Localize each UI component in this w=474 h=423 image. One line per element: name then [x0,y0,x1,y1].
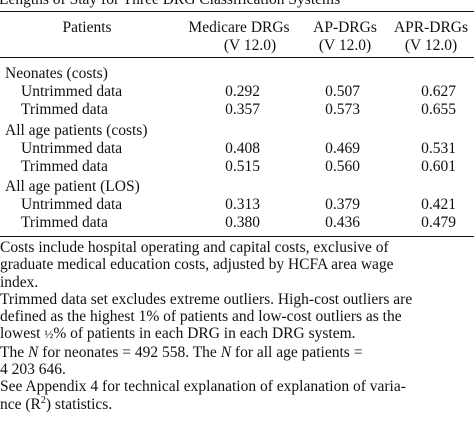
footnote-line: graduate medical education costs, adjust… [0,256,394,274]
header-col-medicare: Medicare DRGs [188,19,290,36]
superscript: 2 [40,394,46,406]
cell-value: 0.507 [325,83,360,100]
cell-value: 0.313 [225,196,260,213]
header-rule [0,57,474,58]
footnote-line: defined as the highest 1% of patients an… [0,308,402,326]
header-col-medicare-version: (V 12.0) [223,37,277,54]
footnote-costs: Costs include hospital operating and cap… [0,239,474,291]
footnote-text: The [0,343,28,361]
footnote-line: index. [0,273,39,291]
n-symbol: N [27,343,39,361]
row-label: Trimmed data [21,101,108,118]
cell-value: 0.655 [421,101,456,118]
cell-value: 0.601 [421,158,456,175]
cell-value: 0.469 [325,140,360,157]
footnote-line: Trimmed data set excludes extreme outlie… [0,290,413,308]
cell-value: 0.380 [225,214,260,231]
cell-value: 0.479 [421,214,456,231]
row-label: Untrimmed data [21,140,123,157]
footnote-text: for all age patients = [231,343,363,361]
header-col-ap: AP-DRGs [313,19,377,36]
footnote-line: lowest ½% of patients in each DRG in eac… [0,325,474,343]
row-label: Untrimmed data [21,83,123,100]
cell-value: 0.573 [325,101,360,118]
footnote-text: lowest [0,325,45,343]
cell-value: 0.408 [225,140,260,157]
top-rule [0,11,474,12]
footnote-line: See Appendix 4 for technical explanation… [0,378,406,396]
cell-value: 0.421 [421,196,456,213]
row-label: Untrimmed data [21,196,123,213]
row-label: Trimmed data [21,214,108,231]
header-patients: Patients [62,19,112,36]
footnote-line: 4 203 646. [0,361,66,379]
cell-value: 0.379 [325,196,360,213]
header-col-ap-version: (V 12.0) [318,37,372,54]
cell-value: 0.515 [225,158,260,175]
footnotes: Costs include hospital operating and cap… [0,239,474,413]
group-label: All age patients (costs) [5,122,148,139]
footnote-line: The N for neonates = 492 558. The N for … [0,344,474,361]
header-col-apr: APR-DRGs [393,19,469,36]
footnote-line: nce (R2) statistics. [0,394,474,413]
cell-value: 0.560 [325,158,360,175]
footnote-text: for neonates = 492 558. The [38,343,221,361]
fraction-half: ½ [44,327,54,342]
cell-value: 0.627 [421,83,456,100]
footnote-line: Costs include hospital operating and cap… [0,239,389,256]
footnote-appendix: See Appendix 4 for technical explanation… [0,378,474,413]
table-caption: Lengths of Stay for Three DRG Classifica… [0,0,474,11]
footnote-text: nce (R [0,395,41,413]
bottom-rule [0,236,474,237]
cell-value: 0.531 [421,140,456,157]
footnote-n: The N for neonates = 492 558. The N for … [0,344,474,379]
header-col-apr-version: (V 12.0) [404,37,458,54]
cell-value: 0.436 [325,214,360,231]
group-label: All age patient (LOS) [5,178,140,195]
footnote-trimmed: Trimmed data set excludes extreme outlie… [0,291,474,344]
n-symbol: N [220,343,232,361]
cell-value: 0.292 [225,83,260,100]
cell-value: 0.357 [225,101,260,118]
footnote-text: % of patients in each DRG in each DRG sy… [53,325,356,343]
group-label: Neonates (costs) [5,65,108,82]
row-label: Trimmed data [21,158,108,175]
footnote-text: ) statistics. [45,395,113,413]
